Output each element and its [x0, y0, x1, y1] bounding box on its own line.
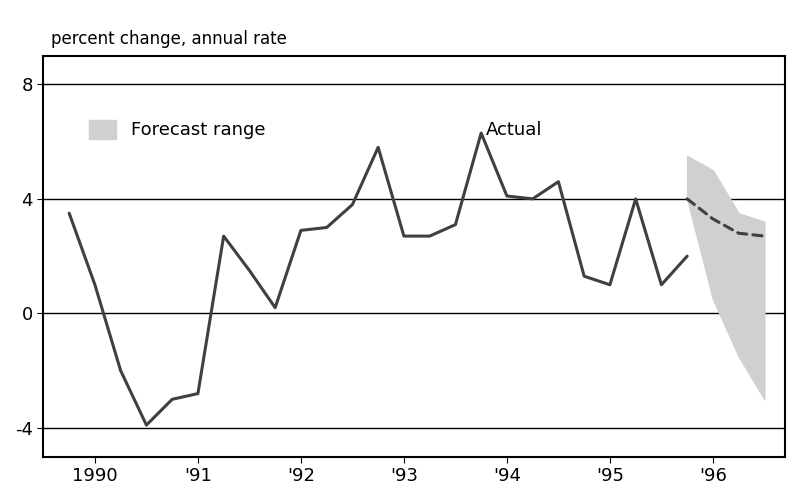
Legend: Forecast range: Forecast range [82, 113, 273, 146]
Text: percent change, annual rate: percent change, annual rate [51, 30, 286, 48]
Text: Actual: Actual [486, 121, 543, 139]
